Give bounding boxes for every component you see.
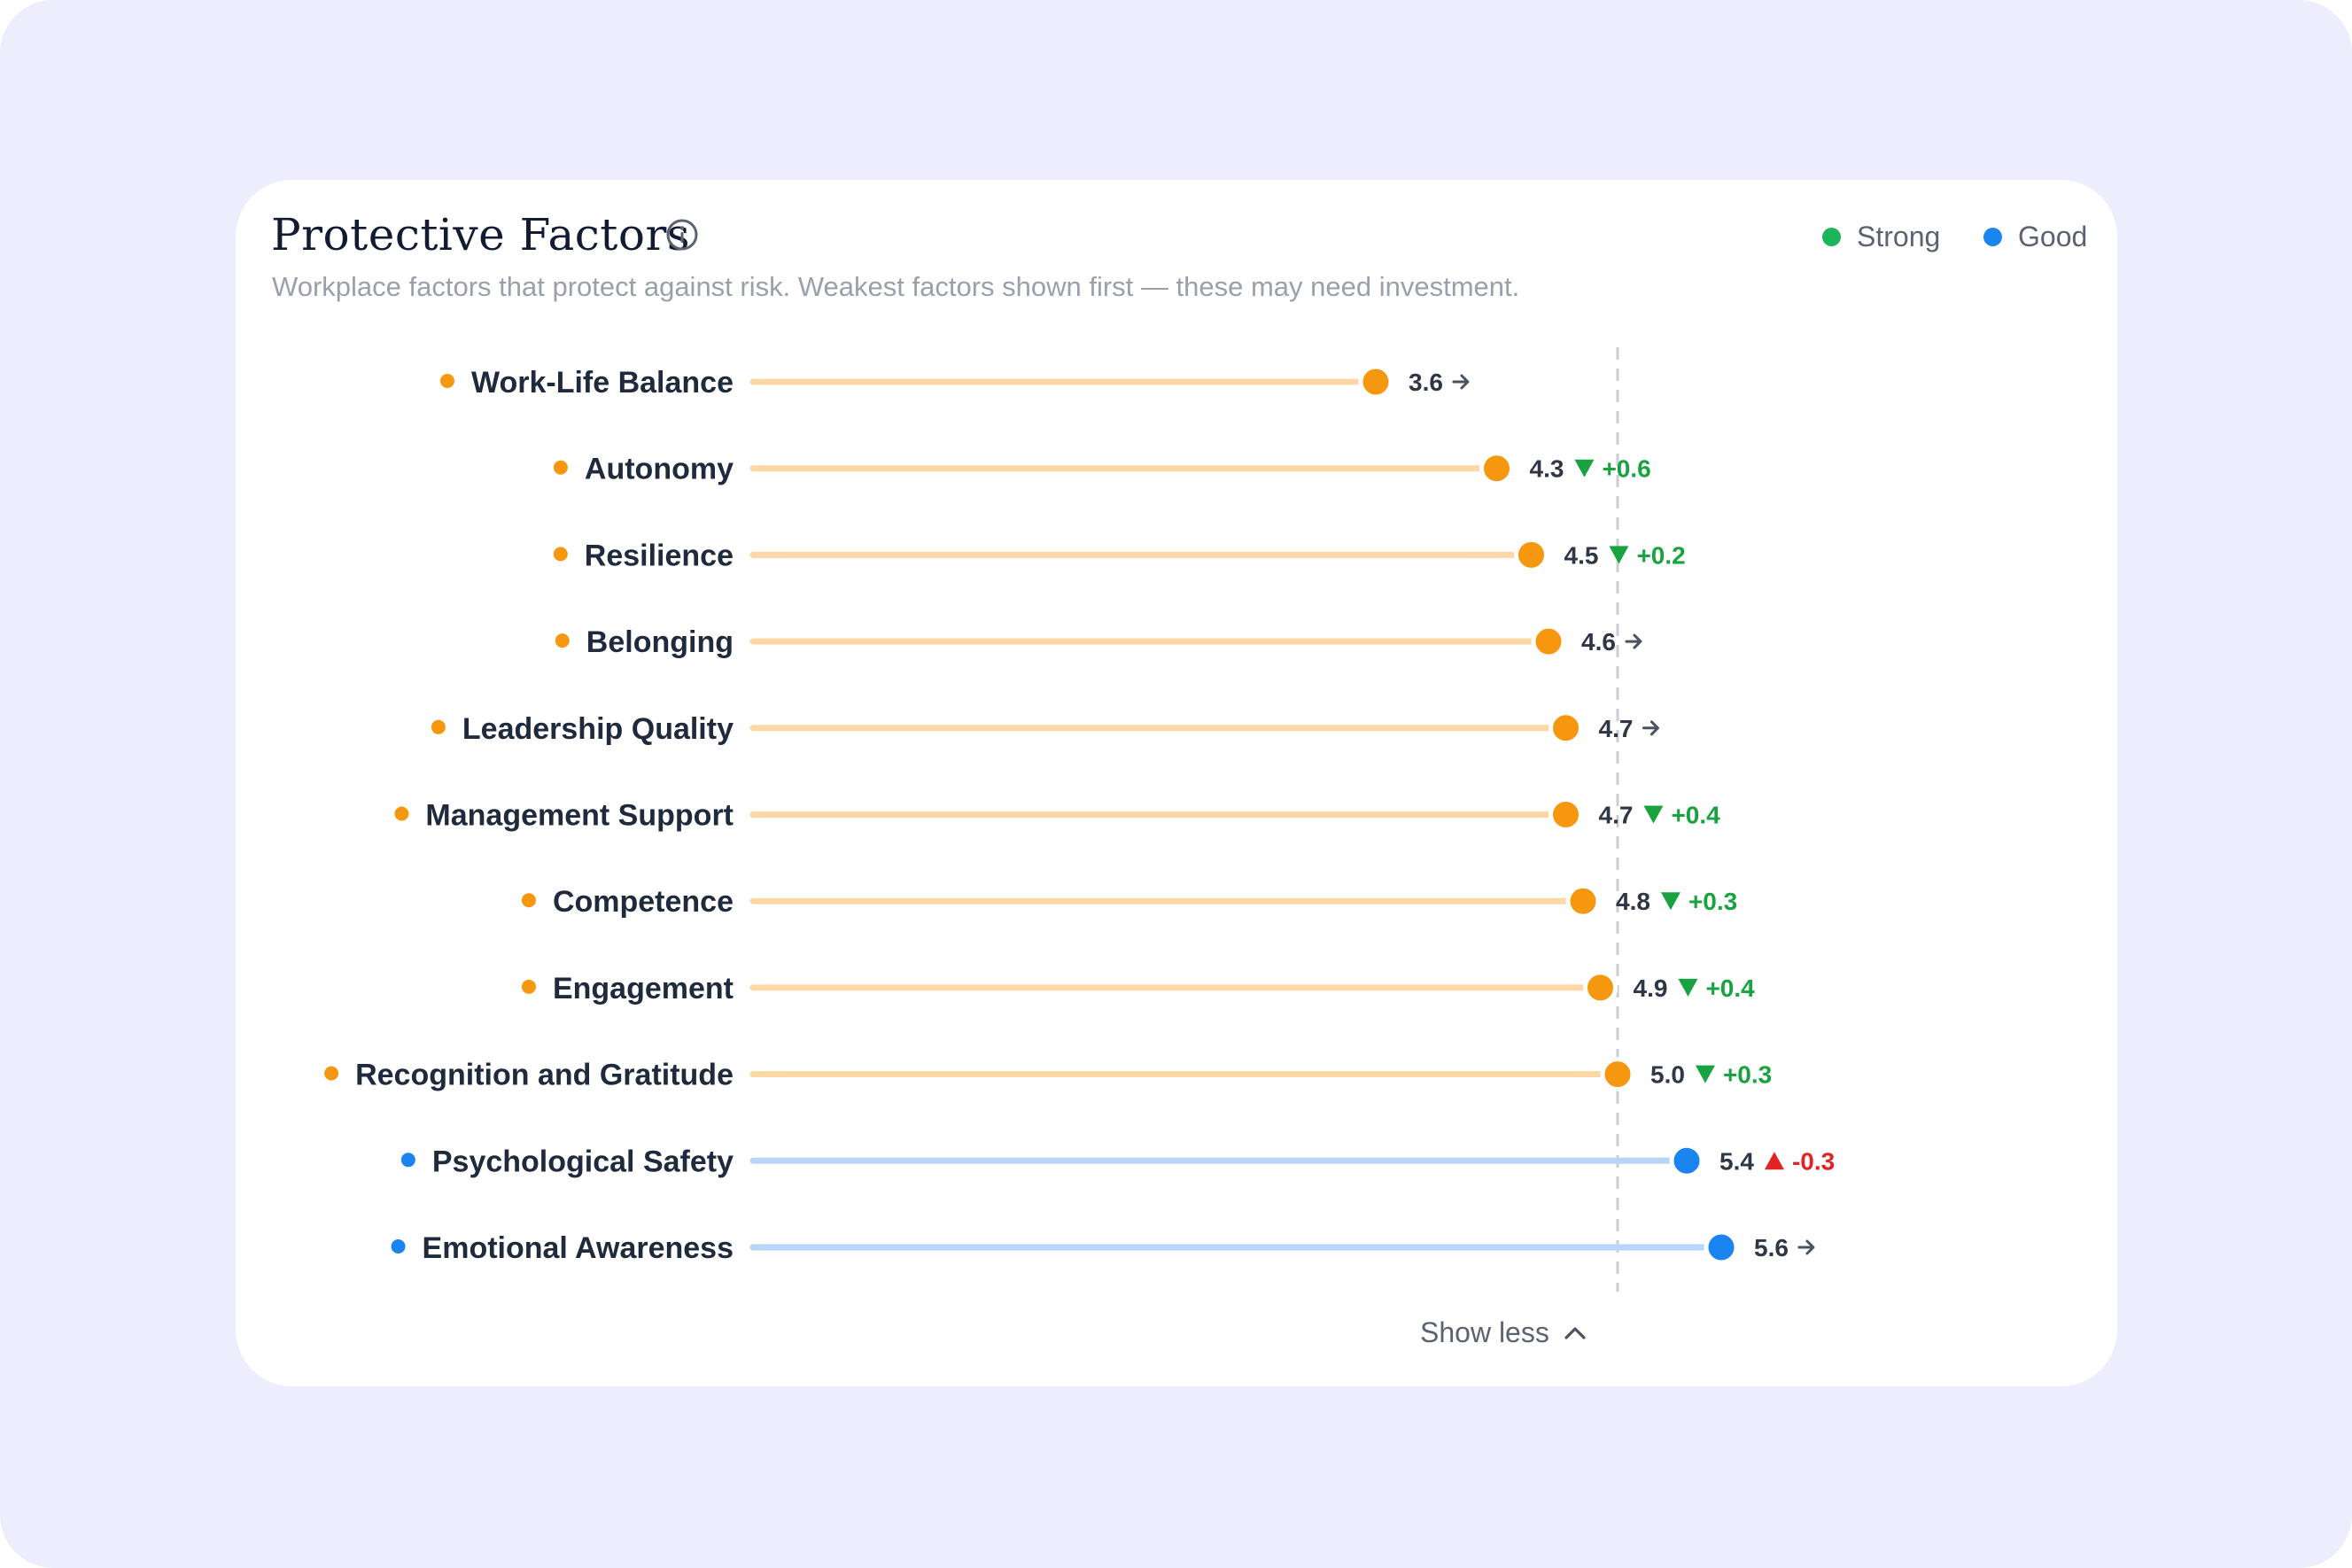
factor-value-dot bbox=[1669, 1143, 1704, 1178]
factor-label: Emotional Awareness bbox=[423, 1231, 734, 1265]
factor-change: +0.3 bbox=[1688, 888, 1737, 915]
trend-flat-arrow-icon bbox=[1642, 720, 1659, 736]
factor-level-dot bbox=[431, 719, 446, 734]
factor-level-dot bbox=[324, 1066, 339, 1081]
factor-level-dot bbox=[521, 893, 536, 908]
factor-value: 5.4 bbox=[1719, 1147, 1754, 1175]
factor-label: Resilience bbox=[585, 539, 734, 572]
show-less-button[interactable]: Show less bbox=[1420, 1316, 1587, 1349]
factor-label: Autonomy bbox=[585, 453, 734, 486]
legend-label-good: Good bbox=[2018, 220, 2088, 252]
factor-level-dot bbox=[439, 374, 454, 388]
factor-label: Work-Life Balance bbox=[471, 366, 734, 400]
factor-label: Engagement bbox=[553, 972, 734, 1005]
factor-change: +0.4 bbox=[1671, 802, 1720, 829]
factor-value-dot bbox=[1531, 624, 1566, 659]
factor-level-dot bbox=[521, 979, 536, 994]
factor-label: Leadership Quality bbox=[462, 712, 734, 746]
factor-level-dot bbox=[553, 547, 568, 562]
card-title: Protective Factors bbox=[271, 209, 691, 260]
card-subtitle: Workplace factors that protect against r… bbox=[272, 271, 1520, 302]
factor-change: +0.4 bbox=[1705, 974, 1755, 1002]
factor-change: +0.2 bbox=[1636, 541, 1685, 569]
factor-value-dot bbox=[1358, 364, 1393, 400]
legend-item-strong: Strong bbox=[1822, 217, 1940, 256]
trend-down-triangle-icon bbox=[1695, 1065, 1715, 1083]
factor-value-dot bbox=[1600, 1057, 1635, 1092]
factor-level-dot bbox=[394, 806, 409, 821]
factor-change: +0.6 bbox=[1602, 455, 1650, 483]
factor-value-dot bbox=[1479, 451, 1514, 486]
factor-value: 4.7 bbox=[1599, 715, 1634, 742]
trend-down-triangle-icon bbox=[1678, 978, 1698, 997]
trend-down-triangle-icon bbox=[1643, 805, 1664, 824]
trend-down-triangle-icon bbox=[1660, 892, 1681, 911]
trend-down-triangle-icon bbox=[1574, 459, 1595, 477]
factor-value-dot bbox=[1565, 883, 1601, 919]
factor-label: Psychological Safety bbox=[432, 1145, 734, 1178]
factor-value: 5.6 bbox=[1754, 1234, 1789, 1261]
factor-value: 4.7 bbox=[1599, 802, 1634, 829]
factor-change: -0.3 bbox=[1792, 1147, 1835, 1175]
show-less-label: Show less bbox=[1420, 1316, 1549, 1348]
factor-change: +0.3 bbox=[1723, 1061, 1772, 1089]
legend-item-good: Good bbox=[1983, 217, 2087, 256]
factor-value: 4.5 bbox=[1564, 541, 1599, 569]
info-icon[interactable] bbox=[664, 217, 700, 252]
factor-label: Competence bbox=[553, 885, 734, 919]
factor-level-dot bbox=[400, 1153, 415, 1168]
factor-level-dot bbox=[555, 633, 570, 648]
factor-value-dot bbox=[1704, 1230, 1739, 1265]
factor-value: 3.6 bbox=[1409, 369, 1443, 396]
legend-swatch-strong bbox=[1822, 227, 1841, 246]
factor-label: Management Support bbox=[425, 799, 734, 833]
legend-swatch-good bbox=[1983, 227, 2002, 246]
factor-value: 4.6 bbox=[1581, 628, 1616, 656]
factor-value: 4.9 bbox=[1634, 974, 1668, 1002]
factor-value-dot bbox=[1549, 710, 1583, 746]
trend-flat-arrow-icon bbox=[1797, 1239, 1815, 1255]
factor-value-dot bbox=[1549, 797, 1583, 832]
factor-level-dot bbox=[553, 460, 568, 475]
factor-value-dot bbox=[1583, 970, 1618, 1005]
factor-value: 5.0 bbox=[1650, 1061, 1685, 1089]
trend-up-triangle-icon bbox=[1764, 1152, 1784, 1170]
factor-value: 4.3 bbox=[1530, 455, 1564, 483]
legend-label-strong: Strong bbox=[1857, 220, 1941, 252]
factor-value: 4.8 bbox=[1616, 888, 1650, 915]
factor-label: Belonging bbox=[586, 625, 734, 659]
factor-value-dot bbox=[1514, 537, 1549, 572]
factor-label: Recognition and Gratitude bbox=[355, 1059, 734, 1092]
trend-flat-arrow-icon bbox=[1625, 633, 1642, 649]
trend-flat-arrow-icon bbox=[1452, 374, 1470, 390]
factor-level-dot bbox=[391, 1239, 406, 1254]
trend-down-triangle-icon bbox=[1609, 546, 1629, 564]
chevron-up-icon bbox=[1564, 1326, 1586, 1339]
